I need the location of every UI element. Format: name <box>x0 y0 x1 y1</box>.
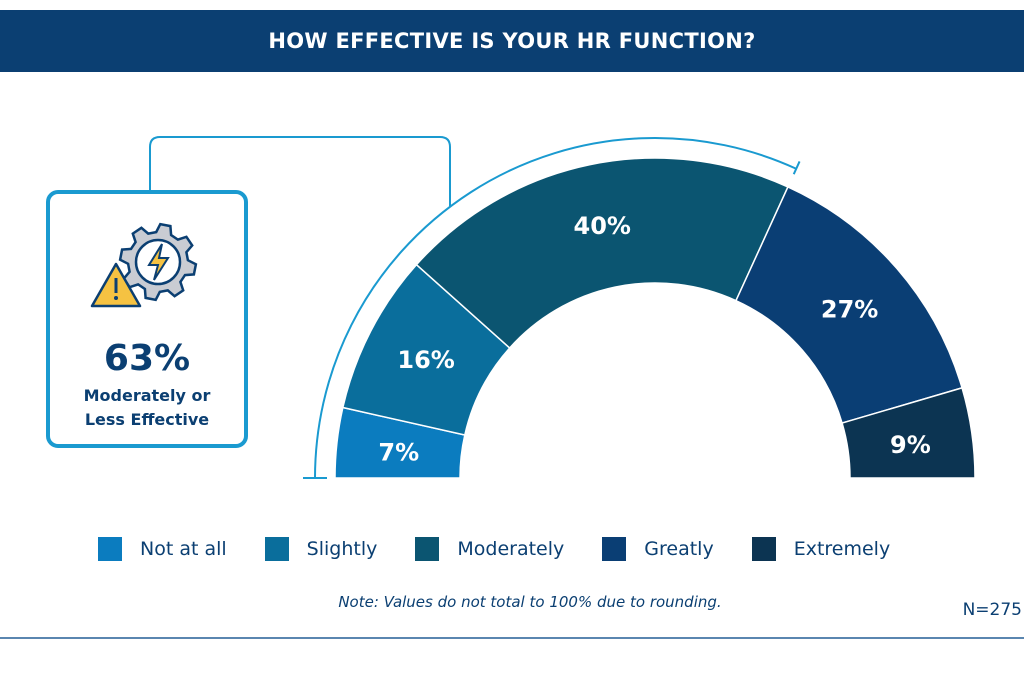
legend-label: Moderately <box>457 538 565 560</box>
data-label-slightly: 16% <box>397 346 454 374</box>
bracket-end-tick <box>792 161 801 175</box>
callout-box: 63% Moderately or Less Effective <box>46 190 248 448</box>
callout-label: Moderately or Less Effective <box>50 384 244 432</box>
bracket-connector <box>149 136 451 207</box>
legend-label: Slightly <box>306 538 378 560</box>
callout-label-line1: Moderately or <box>83 386 211 405</box>
data-label-extremely: 9% <box>890 431 931 459</box>
legend-swatch <box>415 537 440 561</box>
data-label-not-at-all: 7% <box>378 438 419 466</box>
data-label-greatly: 27% <box>821 295 878 323</box>
callout-value: 63% <box>103 338 191 379</box>
callout-bracket <box>149 136 801 479</box>
chart-title: HOW EFFECTIVE IS YOUR HR FUNCTION? <box>0 10 1024 72</box>
bracket-arc <box>314 137 797 479</box>
legend-item-extremely: Extremely <box>751 537 891 561</box>
legend-swatch <box>751 537 776 561</box>
callout-label-line2: Less Effective <box>84 410 210 429</box>
legend-label: Extremely <box>793 538 891 560</box>
gear-lightning-warning-icon <box>90 222 198 308</box>
legend-label: Greatly <box>644 538 714 560</box>
legend: Not at all Slightly Moderately Greatly E… <box>98 537 928 561</box>
sample-size: N=275 <box>962 600 1022 620</box>
legend-swatch <box>602 537 627 561</box>
footnote: Note: Values do not total to 100% due to… <box>338 593 722 611</box>
legend-item-not-at-all: Not at all <box>98 537 227 561</box>
legend-label: Not at all <box>140 538 227 560</box>
legend-swatch <box>264 537 289 561</box>
segment-extremely <box>841 386 976 479</box>
legend-item-greatly: Greatly <box>602 537 714 561</box>
data-label-moderately: 40% <box>574 212 631 240</box>
segment-moderately <box>415 157 789 350</box>
divider <box>0 637 1024 639</box>
legend-item-moderately: Moderately <box>415 537 564 561</box>
legend-item-slightly: Slightly <box>264 537 378 561</box>
legend-swatch <box>98 537 122 561</box>
